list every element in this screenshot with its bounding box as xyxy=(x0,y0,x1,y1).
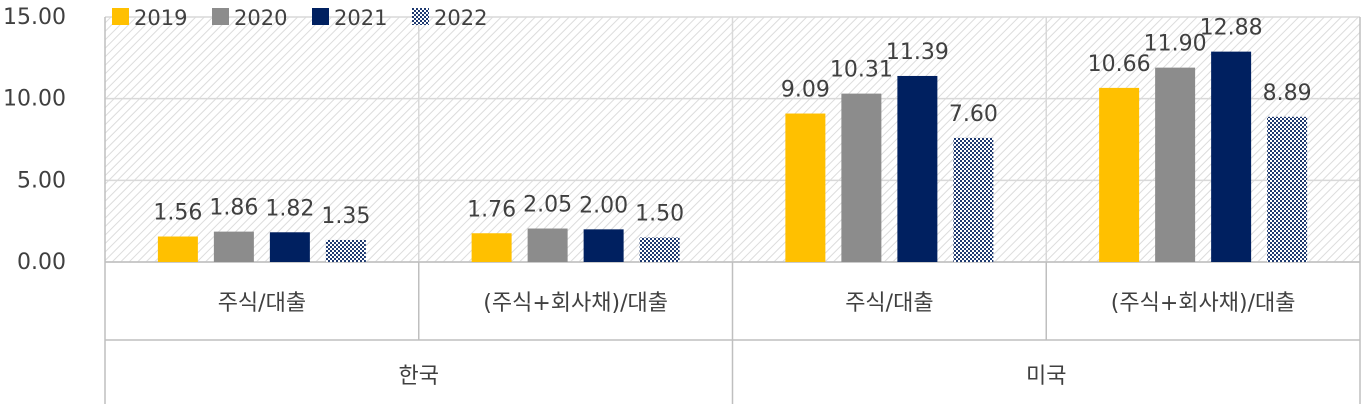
legend: 2019 2020 2021 2022 xyxy=(112,6,487,30)
data-label: 1.35 xyxy=(321,204,370,229)
bar-2020 xyxy=(527,228,568,262)
data-label: 1.50 xyxy=(635,202,684,227)
bar-2022 xyxy=(639,237,680,262)
bar-2019 xyxy=(157,236,198,262)
group-label: 미국 xyxy=(1026,364,1066,389)
data-label: 1.76 xyxy=(467,197,516,222)
category-label: 주식/대출 xyxy=(845,291,933,316)
legend-label-2021: 2021 xyxy=(334,6,387,30)
y-tick-label: 15.00 xyxy=(3,5,66,30)
legend-label-2020: 2020 xyxy=(234,6,287,30)
bar-2021 xyxy=(897,75,938,262)
data-label: 8.89 xyxy=(1263,81,1312,106)
data-label: 1.82 xyxy=(265,196,314,221)
bar-2020 xyxy=(841,93,882,262)
bar-2019 xyxy=(785,113,826,262)
data-label: 11.90 xyxy=(1144,32,1207,57)
data-label: 7.60 xyxy=(949,102,998,127)
group-label: 한국 xyxy=(399,364,439,389)
data-label: 9.09 xyxy=(781,78,830,103)
data-labels: 1.56 1.86 1.82 1.35 1.76 2.05 2.00 1.50 9.0910.3… xyxy=(153,16,1311,229)
legend-label-2019: 2019 xyxy=(134,6,187,30)
data-label: 1.56 xyxy=(153,201,202,226)
bar-2022 xyxy=(953,137,994,262)
data-label: 2.05 xyxy=(523,193,572,218)
category-label: 주식/대출 xyxy=(218,291,306,316)
y-tick-label: 0.00 xyxy=(17,250,66,275)
y-axis-ticks: 0.00 5.00 10.00 15.00 xyxy=(3,5,66,275)
data-label: 11.39 xyxy=(886,40,949,65)
bar-2020 xyxy=(213,231,254,262)
category-label: (주식+회사채)/대출 xyxy=(1111,291,1296,316)
legend-swatch-2019 xyxy=(112,8,129,25)
legend-label-2022: 2022 xyxy=(434,6,487,30)
axis-frame xyxy=(104,17,1361,404)
data-label: 2.00 xyxy=(579,193,628,218)
bar-2019 xyxy=(1099,87,1140,263)
legend-swatch-2022 xyxy=(412,8,429,25)
data-label: 1.86 xyxy=(209,196,258,221)
bar-2021 xyxy=(1211,51,1252,263)
data-label: 10.31 xyxy=(830,58,893,83)
bar-2021 xyxy=(269,232,310,262)
data-label: 12.88 xyxy=(1200,16,1263,41)
bar-2019 xyxy=(471,233,512,262)
bar-2021 xyxy=(583,229,624,262)
y-tick-label: 5.00 xyxy=(17,168,66,193)
y-tick-label: 10.00 xyxy=(3,87,66,112)
legend-swatch-2020 xyxy=(212,8,229,25)
bar-2022 xyxy=(325,239,366,262)
bar-2020 xyxy=(1155,67,1196,262)
data-label: 10.66 xyxy=(1088,52,1151,77)
category-label: (주식+회사채)/대출 xyxy=(483,291,668,316)
legend-swatch-2021 xyxy=(312,8,329,25)
bar-2022 xyxy=(1267,116,1308,263)
bars xyxy=(157,51,1308,263)
